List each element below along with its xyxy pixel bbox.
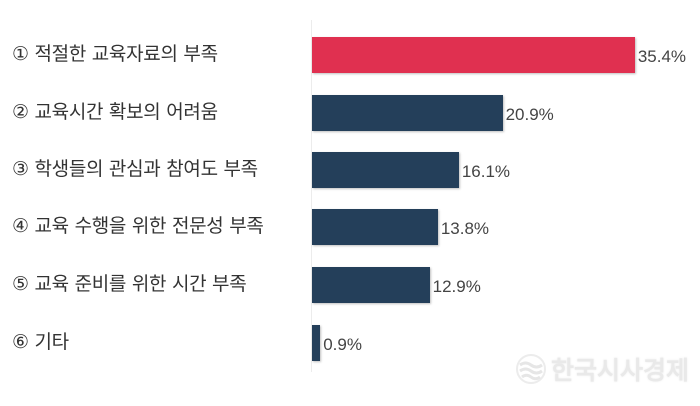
bar-row: ⑤ 교육 준비를 위한 시간 부족 12.9% bbox=[0, 267, 700, 303]
watermark-text: 한국시사경제 bbox=[551, 356, 690, 385]
bar bbox=[312, 209, 438, 245]
category-label: ⑤ 교육 준비를 위한 시간 부족 bbox=[12, 273, 247, 295]
bar bbox=[312, 325, 321, 361]
watermark: 한국시사경제 bbox=[515, 352, 689, 386]
category-label: ① 적절한 교육자료의 부족 bbox=[12, 43, 218, 65]
value-label: 20.9% bbox=[505, 105, 554, 124]
bar-row: ② 교육시간 확보의 어려움 20.9% bbox=[0, 95, 700, 131]
value-label: 0.9% bbox=[323, 335, 362, 354]
bar-row: ④ 교육 수행을 위한 전문성 부족 13.8% bbox=[0, 209, 700, 245]
category-label: ⑥ 기타 bbox=[12, 331, 69, 353]
value-label: 13.8% bbox=[440, 219, 490, 238]
bar-row: ① 적절한 교육자료의 부족 35.4% bbox=[0, 37, 700, 73]
value-label: 12.9% bbox=[432, 277, 481, 296]
category-label: ④ 교육 수행을 위한 전문성 부족 bbox=[12, 215, 264, 237]
value-label: 35.4% bbox=[637, 47, 687, 66]
bar-row: ③ 학생들의 관심과 참여도 부족 16.1% bbox=[0, 152, 700, 188]
bar bbox=[312, 95, 503, 131]
highlighted-bar bbox=[312, 37, 635, 73]
category-label: ③ 학생들의 관심과 참여도 부족 bbox=[12, 158, 258, 180]
bar-row: ⑥ 기타 0.9% bbox=[0, 325, 700, 361]
value-label: 16.1% bbox=[461, 162, 511, 181]
wave-logo-icon bbox=[516, 354, 546, 384]
category-label: ② 교육시간 확보의 어려움 bbox=[12, 101, 218, 123]
category-axis-line bbox=[311, 20, 312, 372]
bar bbox=[312, 152, 459, 188]
bar bbox=[312, 267, 430, 303]
